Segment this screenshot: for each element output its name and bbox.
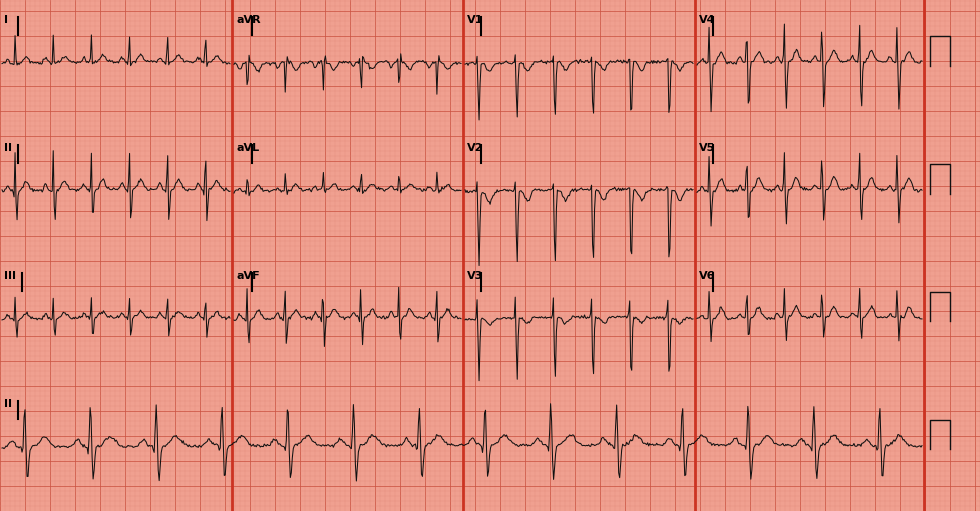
Text: aVF: aVF [236, 271, 260, 281]
Text: I: I [4, 15, 8, 26]
Text: III: III [4, 271, 16, 281]
Text: V5: V5 [699, 143, 715, 153]
Text: V6: V6 [699, 271, 715, 281]
Text: V2: V2 [467, 143, 483, 153]
Text: V4: V4 [699, 15, 715, 26]
Text: V1: V1 [467, 15, 483, 26]
Text: aVL: aVL [236, 143, 259, 153]
Text: V3: V3 [467, 271, 483, 281]
Text: aVR: aVR [236, 15, 261, 26]
Text: II: II [4, 143, 12, 153]
Text: II: II [4, 399, 12, 409]
